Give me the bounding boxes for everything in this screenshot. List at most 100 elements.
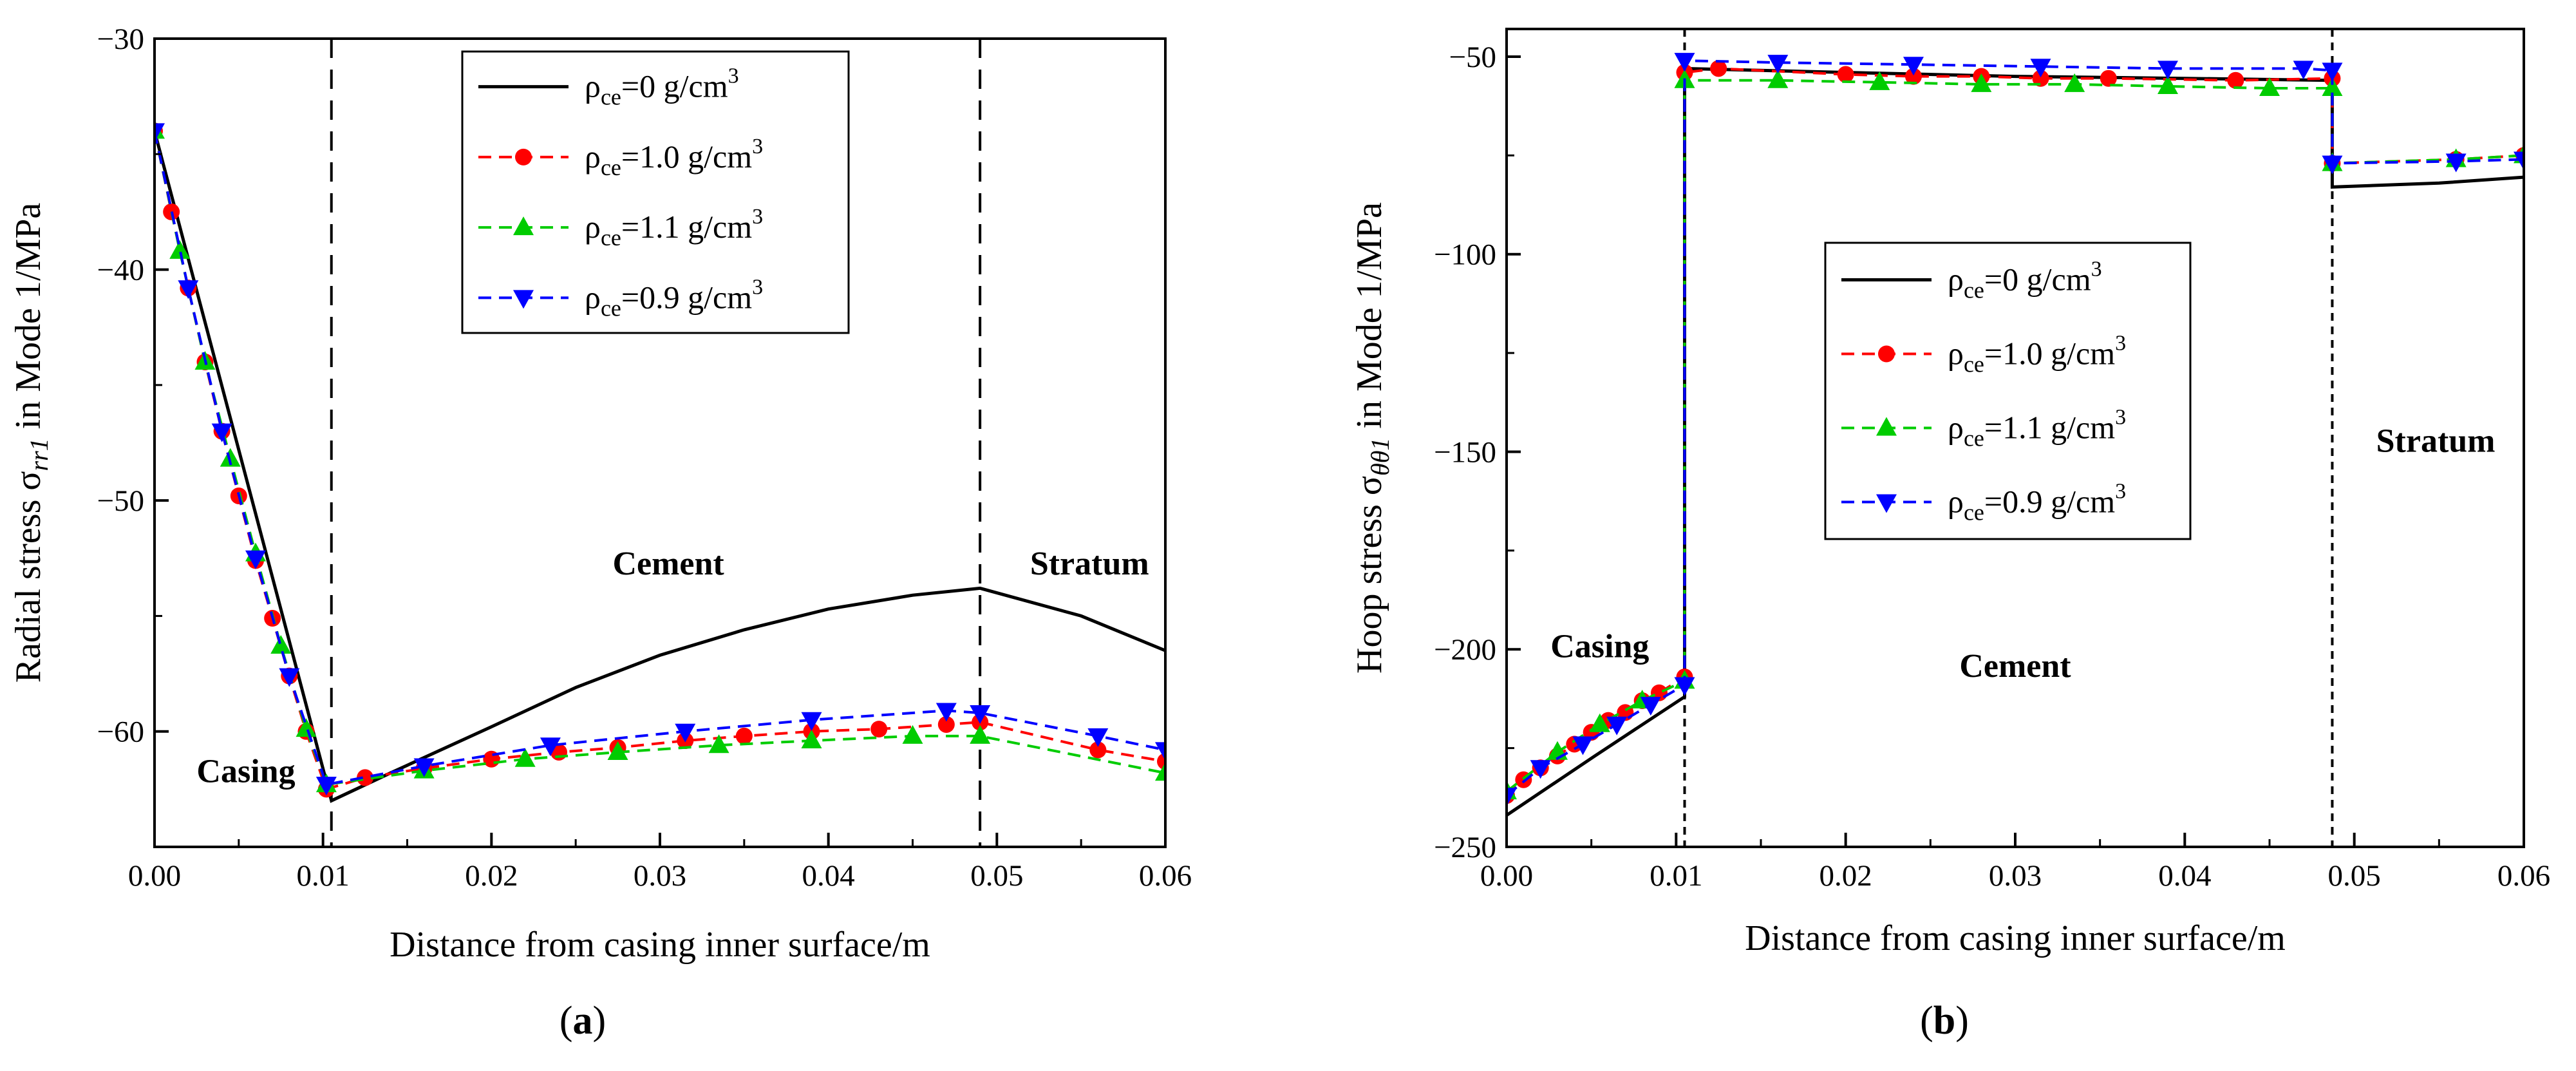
legend-unit-superscript: 3: [752, 205, 763, 229]
y-axis-label-prefix: Hoop stress σ: [1349, 476, 1389, 674]
legend-entry-label: ρce=1.0 g/cm3: [585, 135, 763, 180]
data-point-marker: [540, 737, 561, 757]
data-point-marker: [902, 725, 923, 744]
data-point-marker: [1155, 742, 1165, 761]
legend-entry-label: ρce=1.1 g/cm3: [1948, 406, 2126, 451]
x-tick-label: 0.02: [465, 859, 518, 893]
panel-label-close-paren: ): [1955, 999, 1969, 1043]
data-point-marker: [1971, 73, 1992, 92]
legend-unit-superscript: 3: [752, 275, 763, 299]
series-line-2: [155, 130, 1165, 786]
x-tick-label: 0.01: [297, 859, 350, 893]
data-point-marker: [2514, 151, 2524, 171]
data-point-marker: [169, 240, 191, 259]
data-point-marker: [2064, 73, 2085, 92]
data-point-marker: [279, 668, 300, 687]
legend-entry-label: ρce=0 g/cm3: [1948, 258, 2102, 303]
legend-unit-superscript: 3: [2115, 332, 2126, 355]
data-point-marker: [245, 550, 266, 569]
region-label-cement: Cement: [1959, 648, 2071, 685]
y-tick-label: −50: [1449, 41, 1496, 74]
legend-rho-subscript: ce: [601, 155, 621, 180]
data-point-marker: [1876, 417, 1897, 436]
y-tick-label: −200: [1434, 633, 1496, 667]
data-point-marker: [296, 718, 317, 737]
data-point-marker: [357, 769, 374, 786]
legend-unit-superscript: 3: [2091, 258, 2102, 281]
legend-value: =0 g/cm: [1984, 261, 2091, 298]
data-point-marker: [211, 423, 232, 442]
legend-box: [1824, 242, 2192, 540]
data-point-marker: [675, 723, 696, 743]
region-label-casing: Casing: [196, 753, 295, 790]
series-line-0: [1507, 66, 2524, 817]
data-point-marker: [735, 727, 753, 744]
data-point-marker: [1905, 68, 1922, 85]
data-point-marker: [513, 216, 534, 236]
data-point-marker: [1869, 71, 1890, 90]
x-tick-label: 0.04: [802, 859, 855, 893]
legend-value: =1.1 g/cm: [621, 209, 752, 245]
panel-label-a: (a): [559, 999, 606, 1043]
legend-rho-subscript: ce: [601, 225, 621, 251]
x-tick-label: 0.00: [1480, 859, 1533, 893]
data-point-marker: [2158, 61, 2178, 80]
x-tick-label: 0.06: [1139, 859, 1192, 893]
data-point-marker: [2322, 155, 2343, 175]
data-point-marker: [1530, 760, 1551, 779]
y-tick-label: −100: [1434, 238, 1496, 272]
data-point-marker: [1589, 713, 1610, 732]
data-point-marker: [1087, 728, 1109, 747]
data-point-marker: [1572, 736, 1594, 755]
data-point-marker: [1876, 494, 1897, 513]
y-axis-label: Radial stress σrr1 in Mode 1/MPa: [8, 203, 53, 683]
legend-rho-subscript: ce: [601, 84, 621, 110]
data-point-marker: [801, 730, 822, 749]
data-point-marker: [2445, 153, 2467, 173]
legend-entry-label: ρce=0.9 g/cm3: [585, 275, 763, 321]
legend-unit-superscript: 3: [2115, 480, 2126, 504]
data-point-marker: [413, 758, 435, 777]
data-point-marker: [937, 716, 955, 733]
data-point-marker: [1837, 66, 1854, 83]
legend-unit-superscript: 3: [2115, 406, 2126, 430]
legend-rho-subscript: ce: [1964, 278, 1984, 303]
legend-entry-label: ρce=1.1 g/cm3: [585, 205, 763, 251]
x-tick-label: 0.00: [128, 859, 181, 893]
data-point-marker: [870, 721, 888, 738]
region-label-stratum: Stratum: [2376, 422, 2496, 459]
data-point-marker: [315, 777, 337, 796]
panel-label-close-paren: ): [593, 999, 606, 1043]
data-point-marker: [513, 290, 534, 309]
y-tick-label: −50: [97, 484, 144, 518]
data-point-marker: [270, 635, 292, 654]
data-point-marker: [935, 703, 957, 722]
legend-rho: ρ: [1948, 336, 1964, 372]
legend-rho: ρ: [585, 68, 601, 104]
data-point-marker: [1767, 55, 1789, 74]
y-axis-label-prefix: Radial stress σ: [8, 471, 48, 683]
data-point-marker: [2158, 75, 2178, 94]
series-line-1: [1507, 67, 2524, 797]
y-axis-label-subscript: rr1: [24, 438, 53, 471]
data-point-marker: [708, 734, 729, 753]
y-axis-label-suffix: in Mode 1/MPa: [8, 203, 48, 439]
chart-panel-b: 0.00 0.01 0.02 0.03 0.04 0.05 0.06 −250 −200 −150…: [1349, 28, 2550, 1043]
data-point-marker: [1157, 753, 1165, 770]
data-point-marker: [2322, 77, 2343, 97]
legend-entry-label: ρce=1.0 g/cm3: [1948, 332, 2126, 377]
data-point-marker: [2322, 62, 2343, 82]
data-point-marker: [1606, 716, 1628, 735]
region-label-casing: Casing: [1550, 629, 1649, 665]
x-tick-label: 0.05: [970, 859, 1023, 893]
legend-value: =0.9 g/cm: [621, 279, 752, 315]
data-point-marker: [801, 712, 822, 731]
y-axis-label-suffix: in Mode 1/MPa: [1349, 202, 1389, 438]
region-label-stratum: Stratum: [1030, 545, 1149, 582]
y-axis-label-subscript: θθ1: [1366, 438, 1395, 476]
legend-rho-subscript: ce: [1964, 352, 1984, 377]
data-point-marker: [1507, 788, 1517, 807]
data-point-marker: [1710, 60, 1727, 77]
legend-entry-label: ρce=0.9 g/cm3: [1948, 480, 2126, 526]
